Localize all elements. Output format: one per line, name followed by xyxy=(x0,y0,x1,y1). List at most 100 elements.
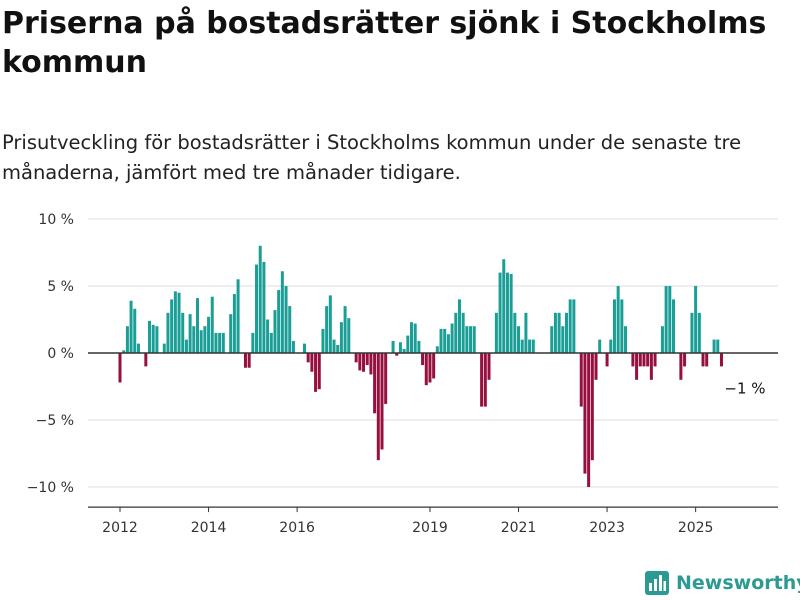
chart-subtitle: Prisutveckling för bostadsrätter i Stock… xyxy=(2,131,742,184)
bar xyxy=(173,291,177,353)
bar xyxy=(376,353,380,461)
bar xyxy=(587,353,591,487)
bar xyxy=(269,332,273,353)
y-tick-label: −10 % xyxy=(27,480,74,496)
bar xyxy=(170,299,174,353)
bar xyxy=(697,312,701,353)
bar xyxy=(310,353,314,372)
bar xyxy=(218,332,222,353)
bar xyxy=(469,326,473,353)
bar xyxy=(210,296,214,353)
bar xyxy=(590,353,594,461)
bar xyxy=(221,332,225,353)
bar xyxy=(568,299,572,353)
bar xyxy=(642,353,646,367)
bar xyxy=(262,261,266,353)
bar xyxy=(373,353,377,414)
bar xyxy=(660,326,664,353)
bar xyxy=(435,346,439,353)
bar xyxy=(528,339,532,353)
bar xyxy=(483,353,487,407)
bar xyxy=(683,353,687,367)
y-tick-label: 5 % xyxy=(47,279,74,295)
bar xyxy=(579,353,583,407)
bar xyxy=(454,312,458,353)
bar xyxy=(620,299,624,353)
bar xyxy=(365,353,369,366)
bar xyxy=(716,339,720,353)
bar xyxy=(332,339,336,353)
bar xyxy=(148,320,152,353)
bar xyxy=(421,353,425,366)
bar xyxy=(694,286,698,353)
bar xyxy=(214,332,218,353)
bar xyxy=(398,342,402,353)
bar xyxy=(701,353,705,367)
bar xyxy=(347,318,351,353)
bar xyxy=(184,339,188,353)
bar-chart: 10 % 5 % 0 % −5 % −10 % 2012 2014 2016 2019 2021… xyxy=(27,212,778,536)
bar xyxy=(133,308,137,353)
bar xyxy=(487,353,491,380)
bar xyxy=(314,353,318,392)
bar xyxy=(129,300,133,353)
bar xyxy=(612,299,616,353)
bar xyxy=(280,271,284,353)
bar xyxy=(395,353,399,356)
x-tick-label: 2019 xyxy=(412,520,448,536)
bar xyxy=(505,272,509,353)
bar xyxy=(203,326,207,353)
bar xyxy=(166,312,170,353)
bar xyxy=(605,353,609,367)
bar xyxy=(155,326,159,353)
bar xyxy=(461,312,465,353)
bar xyxy=(428,353,432,383)
bar xyxy=(255,264,259,353)
bar xyxy=(679,353,683,380)
bar xyxy=(207,316,211,353)
bar xyxy=(181,312,185,353)
bar xyxy=(339,322,343,353)
bar xyxy=(125,326,129,353)
y-axis: 10 % 5 % 0 % −5 % −10 % xyxy=(27,212,74,496)
bar xyxy=(410,322,414,353)
x-tick-label: 2012 xyxy=(102,520,138,536)
bar xyxy=(583,353,587,474)
bar xyxy=(417,340,421,353)
bar xyxy=(598,339,602,353)
bar xyxy=(162,343,166,353)
bar xyxy=(439,328,443,353)
gridlines xyxy=(88,218,778,488)
bar xyxy=(712,339,716,353)
bar xyxy=(362,353,366,372)
bar xyxy=(690,312,694,353)
bar xyxy=(609,339,613,353)
bar xyxy=(273,310,277,353)
newsworthy-logo-icon xyxy=(645,571,669,595)
bar xyxy=(306,353,310,363)
bar xyxy=(343,306,347,353)
bar xyxy=(624,326,628,353)
bar xyxy=(553,312,557,353)
bar xyxy=(266,319,270,353)
bar xyxy=(328,295,332,353)
y-tick-label: 0 % xyxy=(47,346,74,362)
bar xyxy=(502,259,506,353)
bar xyxy=(380,353,384,450)
bar xyxy=(572,299,576,353)
x-tick-label: 2014 xyxy=(191,520,227,536)
bar xyxy=(199,330,203,353)
x-tick-label: 2021 xyxy=(501,520,537,536)
bar xyxy=(557,312,561,353)
x-tick-label: 2025 xyxy=(678,520,714,536)
bar xyxy=(638,353,642,367)
bar xyxy=(243,353,247,368)
bar xyxy=(668,286,672,353)
bar xyxy=(424,353,428,386)
bars xyxy=(118,245,723,487)
bar xyxy=(498,272,502,353)
bar xyxy=(354,353,358,363)
bar xyxy=(291,340,295,353)
bar xyxy=(649,353,653,380)
bar xyxy=(664,286,668,353)
